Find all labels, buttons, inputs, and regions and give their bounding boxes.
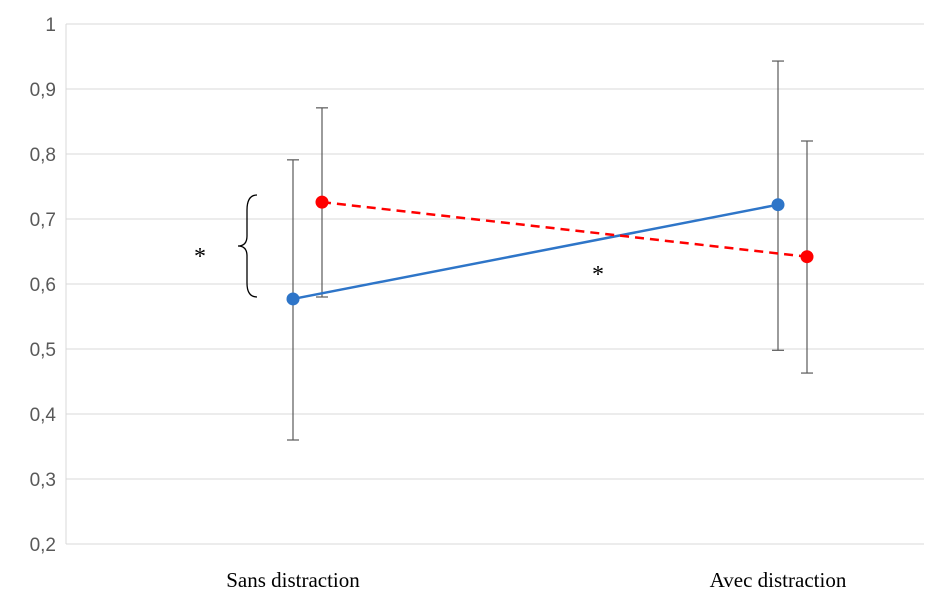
y-tick-label: 0,5 (30, 340, 56, 361)
series-line-1 (292, 203, 779, 301)
error-bars (287, 60, 813, 441)
significance-star-bracket: * (194, 244, 206, 270)
series-line-2 (321, 200, 808, 258)
y-tick-label: 0,7 (30, 210, 56, 231)
y-tick-label: 0,2 (30, 535, 56, 556)
annotations: * * (194, 194, 604, 298)
significance-bracket (237, 194, 258, 298)
y-tick-label: 1 (45, 15, 56, 36)
significance-star-middle: * (592, 262, 604, 288)
x-tick-label: Sans distraction (226, 568, 360, 592)
data-point (771, 198, 785, 212)
x-tick-label: Avec distraction (710, 568, 847, 592)
y-tick-label: 0,3 (30, 470, 56, 491)
y-tick-label: 0,6 (30, 275, 56, 296)
y-tick-label: 0,9 (30, 80, 56, 101)
y-axis-ticks: 0,2 0,3 0,4 0,5 0,6 0,7 0,8 0,9 1 (30, 15, 57, 556)
data-point (315, 195, 329, 209)
data-point (286, 292, 300, 306)
data-point (800, 250, 814, 264)
y-tick-label: 0,8 (30, 145, 56, 166)
x-axis-ticks: Sans distraction Avec distraction (226, 568, 847, 592)
series-lines (292, 200, 808, 301)
data-points (286, 195, 814, 306)
y-tick-label: 0,4 (30, 405, 57, 426)
gridlines (65, 23, 924, 545)
